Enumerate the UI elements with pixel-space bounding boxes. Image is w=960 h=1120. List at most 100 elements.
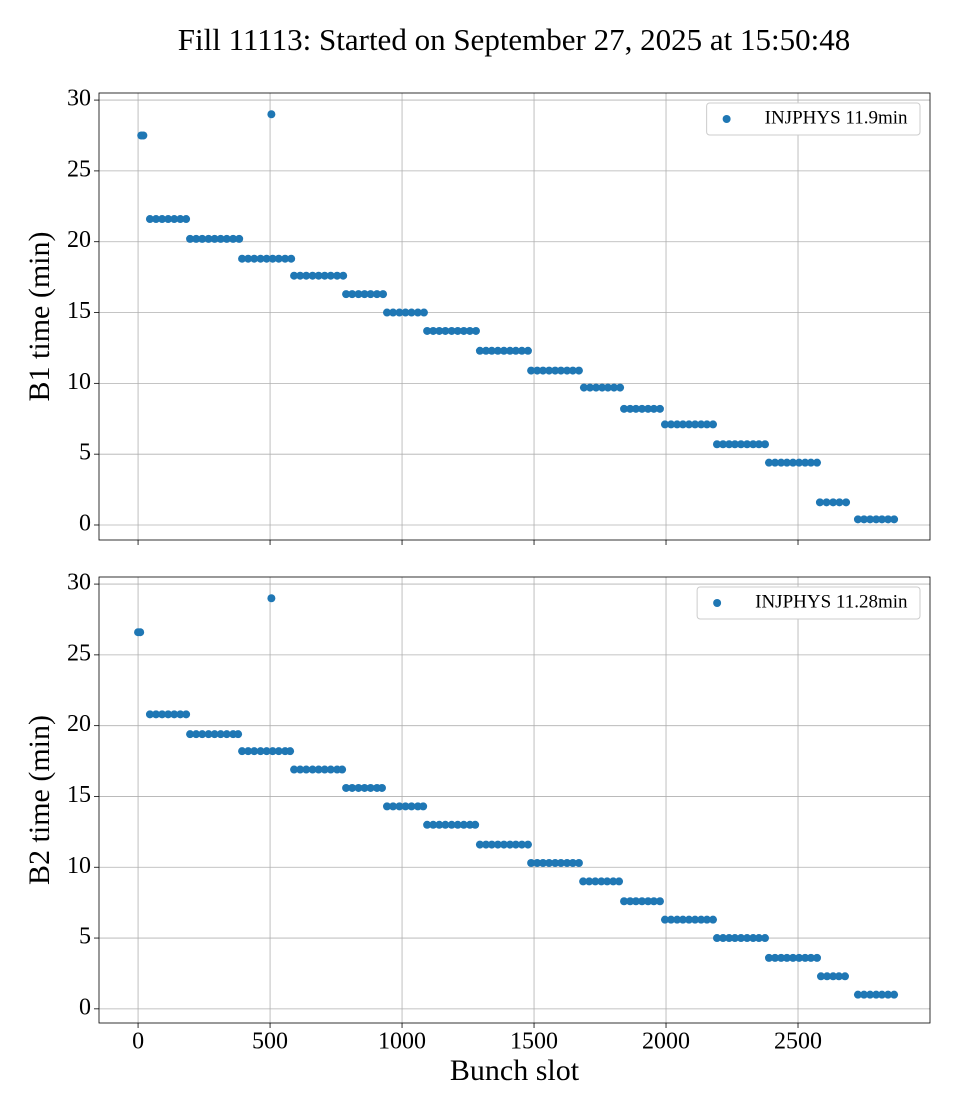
point bbox=[638, 404, 647, 413]
point bbox=[823, 972, 832, 981]
point bbox=[382, 308, 391, 317]
point bbox=[660, 915, 669, 924]
point bbox=[216, 234, 225, 243]
point bbox=[655, 897, 664, 906]
point bbox=[222, 730, 231, 739]
point bbox=[660, 420, 669, 429]
point bbox=[533, 859, 542, 868]
point bbox=[761, 934, 770, 943]
point bbox=[866, 515, 875, 524]
point bbox=[649, 897, 658, 906]
point bbox=[655, 404, 664, 413]
point bbox=[853, 990, 862, 999]
point bbox=[475, 840, 484, 849]
point bbox=[395, 308, 404, 317]
point bbox=[453, 326, 462, 335]
point bbox=[256, 747, 265, 756]
point bbox=[475, 346, 484, 355]
point bbox=[806, 458, 815, 467]
point bbox=[795, 953, 804, 962]
point bbox=[290, 271, 299, 280]
point bbox=[712, 440, 721, 449]
point bbox=[673, 420, 682, 429]
legend-label: INJPHYS 11.28min bbox=[755, 591, 908, 612]
point bbox=[829, 498, 838, 507]
point bbox=[192, 730, 201, 739]
point bbox=[139, 131, 148, 140]
point bbox=[262, 254, 271, 263]
point bbox=[320, 765, 329, 774]
point bbox=[320, 271, 329, 280]
x-tick-label: 1500 bbox=[510, 1029, 558, 1055]
y-axis-label: B2 time (min) bbox=[23, 715, 56, 885]
point bbox=[556, 859, 565, 868]
point bbox=[749, 934, 758, 943]
y-tick-label: 15 bbox=[67, 782, 91, 808]
y-tick-label: 20 bbox=[67, 711, 91, 737]
point bbox=[204, 730, 213, 739]
point bbox=[296, 765, 305, 774]
point bbox=[517, 346, 526, 355]
point bbox=[459, 820, 468, 829]
point bbox=[545, 366, 554, 375]
y-tick-label: 5 bbox=[79, 924, 91, 950]
point bbox=[372, 290, 381, 299]
point bbox=[186, 234, 195, 243]
point bbox=[603, 383, 612, 392]
point bbox=[170, 710, 179, 719]
point bbox=[551, 366, 560, 375]
point bbox=[281, 254, 290, 263]
y-tick-label: 20 bbox=[67, 227, 91, 253]
point bbox=[435, 820, 444, 829]
point bbox=[511, 840, 520, 849]
point bbox=[314, 765, 323, 774]
point bbox=[691, 915, 700, 924]
point bbox=[610, 383, 619, 392]
point bbox=[545, 859, 554, 868]
point bbox=[730, 934, 739, 943]
point bbox=[186, 730, 195, 739]
point bbox=[860, 515, 869, 524]
point bbox=[527, 366, 536, 375]
point bbox=[401, 308, 410, 317]
point bbox=[429, 820, 438, 829]
point bbox=[702, 915, 711, 924]
x-tick-label: 1000 bbox=[378, 1029, 426, 1055]
point bbox=[551, 859, 560, 868]
point bbox=[274, 254, 283, 263]
point bbox=[389, 802, 398, 811]
point bbox=[333, 271, 342, 280]
point bbox=[256, 254, 265, 263]
point bbox=[481, 840, 490, 849]
point bbox=[244, 747, 253, 756]
point bbox=[563, 859, 572, 868]
point bbox=[210, 234, 219, 243]
point bbox=[743, 934, 752, 943]
x-tick-label: 500 bbox=[252, 1029, 288, 1055]
point bbox=[499, 840, 508, 849]
point bbox=[250, 254, 259, 263]
point bbox=[407, 308, 416, 317]
point bbox=[834, 972, 843, 981]
point bbox=[585, 877, 594, 886]
y-tick-label: 10 bbox=[67, 369, 91, 395]
y-tick-label: 30 bbox=[67, 570, 91, 596]
point bbox=[145, 215, 154, 224]
y-tick-label: 0 bbox=[79, 994, 91, 1020]
point bbox=[697, 420, 706, 429]
point bbox=[493, 840, 502, 849]
point bbox=[210, 730, 219, 739]
point bbox=[234, 730, 243, 739]
point bbox=[616, 383, 625, 392]
point bbox=[268, 747, 277, 756]
point bbox=[290, 765, 299, 774]
point bbox=[788, 458, 797, 467]
point bbox=[296, 271, 305, 280]
y-tick-label: 30 bbox=[67, 86, 91, 112]
point bbox=[379, 290, 388, 299]
point bbox=[222, 234, 231, 243]
point bbox=[441, 326, 450, 335]
point bbox=[877, 990, 886, 999]
point bbox=[164, 215, 173, 224]
